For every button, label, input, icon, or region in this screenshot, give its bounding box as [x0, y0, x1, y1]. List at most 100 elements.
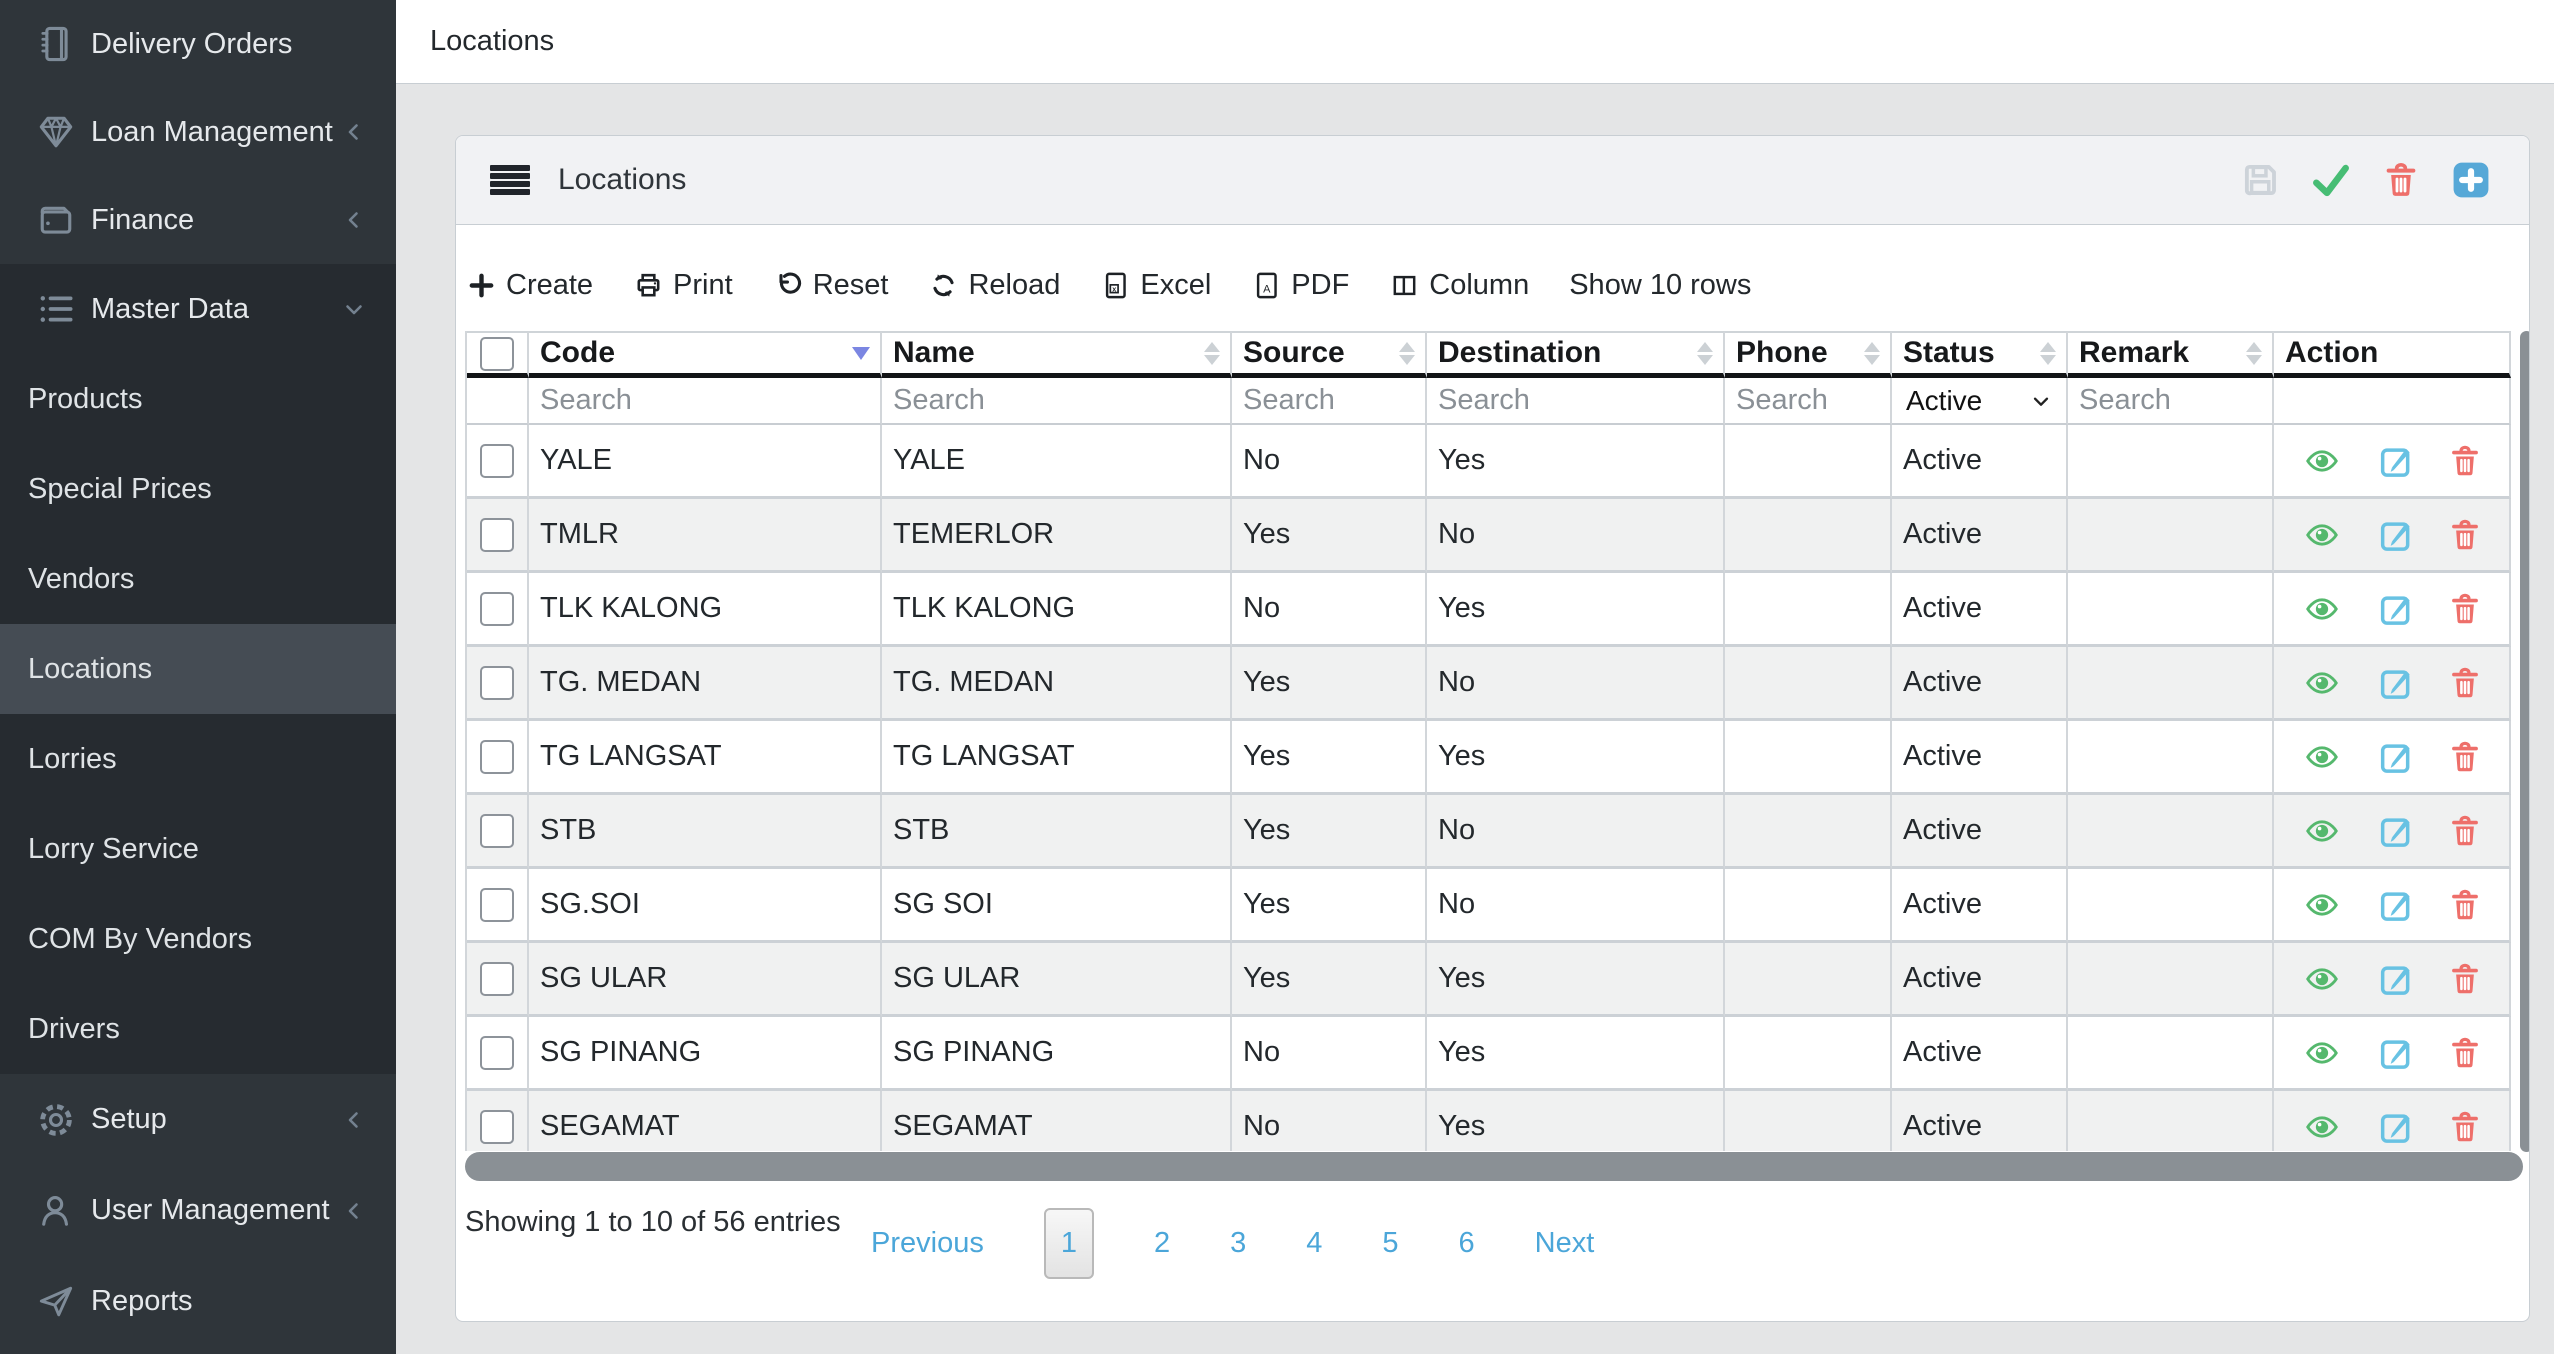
save-icon[interactable] [2239, 159, 2281, 201]
edit-icon[interactable] [2376, 959, 2416, 999]
edit-icon[interactable] [2376, 737, 2416, 777]
toolbar-button[interactable]: Reset [773, 269, 888, 302]
edit-icon[interactable] [2376, 589, 2416, 629]
next-page-link[interactable]: Next [1534, 1226, 1595, 1259]
sidebar-subitem[interactable]: Vendors [0, 534, 396, 624]
row-checkbox[interactable] [480, 443, 514, 478]
row-checkbox[interactable] [480, 887, 514, 922]
sidebar-item[interactable]: User Management [0, 1165, 396, 1256]
vertical-scrollbar[interactable] [2520, 331, 2529, 1152]
page-link[interactable]: 4 [1306, 1226, 1323, 1259]
sidebar-subitem[interactable]: Products [0, 354, 396, 444]
row-checkbox[interactable] [480, 961, 514, 996]
column-header[interactable]: Name [882, 331, 1232, 378]
delete-icon[interactable] [2447, 886, 2483, 924]
sidebar-item[interactable]: Loan Management [0, 88, 396, 176]
page-link[interactable]: 2 [1153, 1226, 1171, 1259]
edit-icon[interactable] [2376, 811, 2416, 851]
sidebar-subitem[interactable]: Lorries [0, 714, 396, 804]
view-icon[interactable] [2300, 1109, 2344, 1145]
column-header[interactable]: Code [529, 331, 882, 378]
edit-icon[interactable] [2376, 441, 2416, 481]
show-rows-button[interactable]: Show 10 rows [1569, 269, 1751, 302]
view-icon[interactable] [2300, 665, 2344, 701]
row-checkbox[interactable] [480, 813, 514, 848]
page-link[interactable]: 1 [1043, 1207, 1094, 1279]
delete-icon[interactable] [2447, 738, 2483, 776]
view-icon[interactable] [2300, 1035, 2344, 1071]
previous-page-link[interactable]: Previous [871, 1226, 984, 1259]
view-icon[interactable] [2300, 517, 2344, 553]
sidebar-subitem[interactable]: COM By Vendors [0, 894, 396, 984]
sidebar-item[interactable]: Reports [0, 1256, 396, 1347]
status-filter-select[interactable]: Active [1892, 385, 2066, 416]
horizontal-scrollbar[interactable] [465, 1152, 2523, 1181]
remark-search-input[interactable] [2068, 384, 2267, 417]
sidebar-subitem[interactable]: Special Prices [0, 444, 396, 534]
cell-code: TLK KALONG [529, 573, 882, 647]
edit-icon[interactable] [2376, 885, 2416, 925]
table-row: TG LANGSAT TG LANGSAT Yes Yes Active [467, 721, 2511, 795]
edit-icon[interactable] [2376, 1033, 2416, 1073]
toolbar-button[interactable]: Excel [1100, 269, 1211, 302]
code-search-input[interactable] [529, 384, 863, 417]
edit-icon[interactable] [2376, 1107, 2416, 1147]
name-search-input[interactable] [882, 384, 1214, 417]
delete-icon[interactable] [2447, 442, 2483, 480]
toolbar-button[interactable]: Print [633, 269, 733, 302]
add-icon[interactable] [2449, 158, 2493, 202]
page-link[interactable]: 3 [1230, 1226, 1247, 1259]
view-icon[interactable] [2300, 443, 2344, 479]
row-checkbox[interactable] [480, 591, 514, 626]
table-row: SEGAMAT SEGAMAT No Yes Active [467, 1091, 2511, 1151]
phone-search-input[interactable] [1725, 384, 1888, 417]
sidebar-subitem[interactable]: Lorry Service [0, 804, 396, 894]
page-link[interactable]: 5 [1382, 1226, 1399, 1259]
toolbar-button[interactable]: Column [1389, 269, 1529, 302]
sidebar-item[interactable]: Delivery Orders [0, 0, 396, 88]
trash-icon[interactable] [2381, 160, 2421, 200]
edit-icon[interactable] [2376, 663, 2416, 703]
chevron-down-icon [342, 297, 366, 321]
delete-icon[interactable] [2447, 1108, 2483, 1146]
table-row: STB STB Yes No Active [467, 795, 2511, 869]
column-header[interactable]: Source [1232, 331, 1427, 378]
toolbar-button[interactable]: Reload [928, 269, 1060, 302]
delete-icon[interactable] [2447, 664, 2483, 702]
row-checkbox[interactable] [480, 1035, 514, 1070]
select-all-checkbox[interactable] [480, 336, 514, 371]
toolbar-button[interactable]: Create [466, 269, 593, 302]
delete-icon[interactable] [2447, 1034, 2483, 1072]
toolbar-button-label: Create [506, 269, 594, 301]
check-icon[interactable] [2309, 158, 2353, 202]
toolbar-button[interactable]: PDF [1251, 269, 1349, 302]
delete-icon[interactable] [2447, 960, 2483, 998]
view-icon[interactable] [2300, 887, 2344, 923]
column-header[interactable]: Remark [2068, 331, 2274, 378]
view-icon[interactable] [2300, 961, 2344, 997]
sidebar-subitem[interactable]: Drivers [0, 984, 396, 1074]
view-icon[interactable] [2300, 813, 2344, 849]
column-header[interactable]: Destination [1427, 331, 1725, 378]
menu-icon[interactable] [490, 165, 530, 195]
sidebar-item[interactable]: Setup [0, 1074, 396, 1165]
row-checkbox[interactable] [480, 517, 514, 552]
view-icon[interactable] [2300, 591, 2344, 627]
sidebar-item-master-data[interactable]: Master Data [0, 264, 396, 354]
row-checkbox[interactable] [480, 739, 514, 774]
delete-icon[interactable] [2447, 590, 2483, 628]
column-header[interactable]: Status [1892, 331, 2068, 378]
sidebar-subitem[interactable]: Locations [0, 624, 396, 714]
row-checkbox[interactable] [480, 665, 514, 700]
column-header[interactable]: Phone [1725, 331, 1892, 378]
sidebar-item[interactable]: Finance [0, 176, 396, 264]
destination-search-input[interactable] [1427, 384, 1711, 417]
source-search-input[interactable] [1232, 384, 1421, 417]
row-checkbox[interactable] [480, 1109, 514, 1144]
page-link[interactable]: 6 [1458, 1226, 1475, 1259]
edit-icon[interactable] [2376, 515, 2416, 555]
column-header[interactable]: Action [2274, 331, 2511, 378]
view-icon[interactable] [2300, 739, 2344, 775]
delete-icon[interactable] [2447, 812, 2483, 850]
delete-icon[interactable] [2447, 516, 2483, 554]
